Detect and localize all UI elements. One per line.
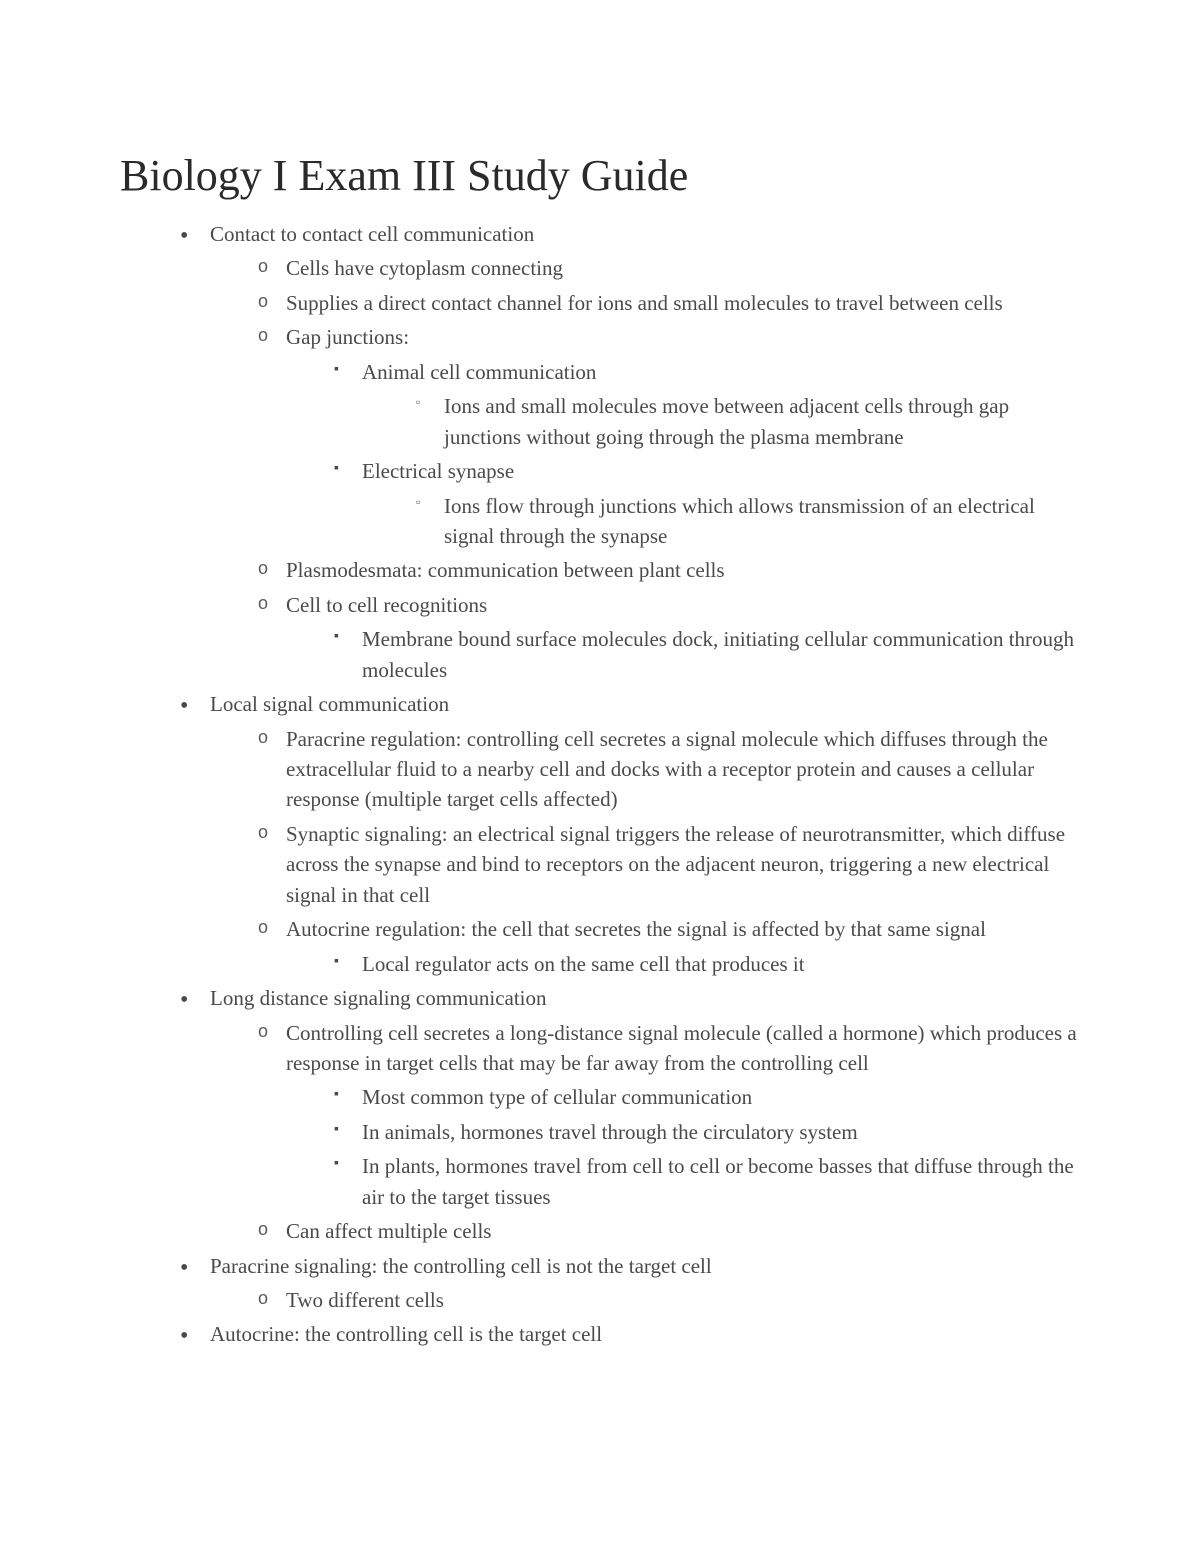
list-item: Autocrine: the controlling cell is the t… (180, 1319, 1080, 1349)
sub-list: Membrane bound surface molecules dock, i… (286, 624, 1080, 685)
list-item: Ions flow through junctions which allows… (416, 491, 1080, 552)
list-item-text: Can affect multiple cells (286, 1219, 491, 1243)
list-item: In plants, hormones travel from cell to … (334, 1151, 1080, 1212)
outline-list: Contact to contact cell communication Cel… (120, 219, 1080, 1350)
list-item: Ions and small molecules move between ad… (416, 391, 1080, 452)
list-item: Electrical synapse Ions flow through junc… (334, 456, 1080, 551)
list-item-text: Cell to cell recognitions (286, 593, 487, 617)
list-item-text: Plasmodesmata: communication between pla… (286, 558, 725, 582)
list-item: Local signal communication Paracrine regu… (180, 689, 1080, 979)
list-item-text: In animals, hormones travel through the … (362, 1120, 858, 1144)
list-item: Most common type of cellular communicati… (334, 1082, 1080, 1112)
list-item-text: Paracrine regulation: controlling cell s… (286, 727, 1048, 812)
list-item-text: Autocrine: the controlling cell is the t… (210, 1322, 602, 1346)
list-item: Two different cells (258, 1285, 1080, 1315)
list-item: Controlling cell secretes a long-distanc… (258, 1018, 1080, 1213)
list-item: Paracrine signaling: the controlling cel… (180, 1251, 1080, 1316)
list-item: Membrane bound surface molecules dock, i… (334, 624, 1080, 685)
sub-list: Ions flow through junctions which allows… (362, 491, 1080, 552)
list-item: Animal cell communication Ions and small … (334, 357, 1080, 452)
sub-list: Controlling cell secretes a long-distanc… (210, 1018, 1080, 1247)
list-item-text: Supplies a direct contact channel for io… (286, 291, 1003, 315)
list-item-text: Local signal communication (210, 692, 449, 716)
list-item-text: Autocrine regulation: the cell that secr… (286, 917, 986, 941)
list-item-text: Electrical synapse (362, 459, 514, 483)
list-item-text: Contact to contact cell communication (210, 222, 534, 246)
list-item: Synaptic signaling: an electrical signal… (258, 819, 1080, 910)
list-item-text: Controlling cell secretes a long-distanc… (286, 1021, 1077, 1075)
sub-list: Paracrine regulation: controlling cell s… (210, 724, 1080, 980)
list-item: Contact to contact cell communication Cel… (180, 219, 1080, 685)
sub-list: Animal cell communication Ions and small … (286, 357, 1080, 552)
list-item: Supplies a direct contact channel for io… (258, 288, 1080, 318)
list-item-text: Gap junctions: (286, 325, 409, 349)
sub-list: Cells have cytoplasm connecting Supplies … (210, 253, 1080, 685)
list-item: Autocrine regulation: the cell that secr… (258, 914, 1080, 979)
list-item: Long distance signaling communication Con… (180, 983, 1080, 1247)
list-item: Can affect multiple cells (258, 1216, 1080, 1246)
list-item-text: Animal cell communication (362, 360, 596, 384)
list-item-text: Most common type of cellular communicati… (362, 1085, 752, 1109)
list-item: Local regulator acts on the same cell th… (334, 949, 1080, 979)
list-item-text: In plants, hormones travel from cell to … (362, 1154, 1074, 1208)
list-item-text: Ions and small molecules move between ad… (444, 394, 1009, 448)
list-item: Gap junctions: Animal cell communication I… (258, 322, 1080, 551)
list-item-text: Local regulator acts on the same cell th… (362, 952, 805, 976)
list-item-text: Paracrine signaling: the controlling cel… (210, 1254, 712, 1278)
list-item-text: Synaptic signaling: an electrical signal… (286, 822, 1065, 907)
sub-list: Local regulator acts on the same cell th… (286, 949, 1080, 979)
list-item: Paracrine regulation: controlling cell s… (258, 724, 1080, 815)
document-page: Biology I Exam III Study Guide Contact t… (0, 0, 1200, 1434)
list-item: In animals, hormones travel through the … (334, 1117, 1080, 1147)
list-item-text: Ions flow through junctions which allows… (444, 494, 1035, 548)
sub-list: Most common type of cellular communicati… (286, 1082, 1080, 1212)
list-item-text: Two different cells (286, 1288, 444, 1312)
list-item-text: Membrane bound surface molecules dock, i… (362, 627, 1074, 681)
list-item: Cells have cytoplasm connecting (258, 253, 1080, 283)
list-item: Plasmodesmata: communication between pla… (258, 555, 1080, 585)
sub-list: Two different cells (210, 1285, 1080, 1315)
page-title: Biology I Exam III Study Guide (120, 150, 1080, 201)
list-item: Cell to cell recognitions Membrane bound … (258, 590, 1080, 685)
list-item-text: Long distance signaling communication (210, 986, 547, 1010)
sub-list: Ions and small molecules move between ad… (362, 391, 1080, 452)
list-item-text: Cells have cytoplasm connecting (286, 256, 563, 280)
